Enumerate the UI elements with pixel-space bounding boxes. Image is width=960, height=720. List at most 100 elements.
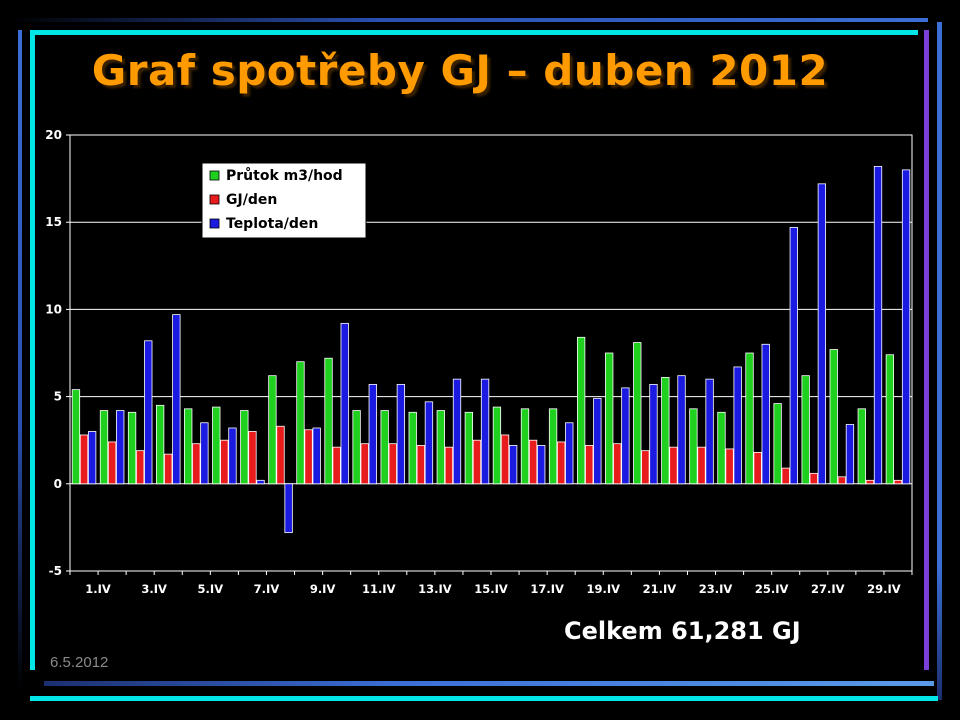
bar (761, 343, 770, 485)
frame-top-cyan (30, 30, 918, 35)
bar (172, 314, 181, 485)
bar (107, 441, 117, 485)
bar (789, 227, 798, 485)
bar (857, 408, 866, 485)
x-tick-label: 17.IV (530, 582, 564, 596)
legend-label: Teplota/den (226, 216, 318, 232)
x-tick-label: 21.IV (643, 582, 677, 596)
bar (472, 439, 482, 485)
bar (312, 427, 321, 485)
bar (144, 340, 153, 485)
x-tick-label: 9.IV (310, 582, 336, 596)
x-tick-label: 27.IV (811, 582, 845, 596)
bar (621, 387, 630, 485)
bar (829, 349, 838, 485)
bar (689, 408, 698, 485)
bar (576, 336, 586, 485)
bar (296, 361, 305, 485)
bar (212, 406, 221, 485)
x-tick-label: 29.IV (867, 582, 901, 596)
frame-left-cyan (30, 30, 35, 670)
bar (500, 434, 510, 485)
frame-left-blue (18, 30, 22, 690)
y-tick-label: 15 (45, 215, 62, 229)
x-tick-label: 7.IV (254, 582, 280, 596)
bar (155, 404, 165, 485)
bar (360, 443, 369, 485)
bar (649, 383, 658, 485)
bar (268, 375, 277, 485)
bar (444, 446, 454, 485)
bar (332, 446, 341, 485)
bar (613, 443, 622, 485)
bar (837, 476, 846, 485)
bar (557, 441, 566, 485)
total-consumption: Celkem 61,281 GJ (564, 617, 801, 645)
bar (99, 410, 109, 485)
bar (480, 378, 490, 485)
bar (79, 434, 89, 485)
slide-date: 6.5.2012 (50, 654, 109, 671)
slide-title: Graf spotřeby GJ – duben 2012 (91, 46, 829, 95)
legend-label: GJ/den (226, 192, 277, 208)
bar (388, 443, 397, 485)
bar (127, 411, 137, 485)
bar (200, 422, 209, 485)
y-tick-label: -5 (49, 564, 62, 578)
bar (677, 375, 686, 485)
y-tick-label: 10 (45, 302, 62, 316)
bar (240, 410, 249, 485)
x-tick-label: 25.IV (755, 582, 789, 596)
bar (248, 431, 257, 485)
bar (733, 366, 742, 485)
x-tick-label: 13.IV (418, 582, 452, 596)
bar (705, 378, 714, 485)
bar (304, 429, 313, 485)
frame-right-blue (937, 22, 942, 700)
bar (641, 450, 650, 485)
bar (116, 410, 125, 485)
bar (801, 375, 810, 485)
bar (845, 424, 855, 485)
bar (256, 479, 265, 485)
bar (164, 453, 173, 485)
bar (893, 479, 903, 485)
bar (324, 357, 333, 485)
bar (228, 427, 237, 485)
bar (809, 472, 818, 485)
bar (464, 411, 474, 485)
y-tick-label: 20 (45, 128, 62, 142)
bar (885, 354, 895, 485)
bar (71, 389, 81, 485)
bar (669, 446, 678, 485)
bar (192, 443, 201, 485)
bar (340, 322, 349, 485)
bar (717, 411, 726, 485)
bar (781, 467, 790, 485)
bar (408, 411, 417, 485)
bar (87, 431, 97, 485)
x-tick-label: 11.IV (362, 582, 396, 596)
bar (605, 352, 614, 485)
bar (548, 408, 558, 485)
bar (901, 169, 911, 485)
bar (753, 452, 762, 485)
bar (492, 406, 502, 485)
legend (201, 162, 367, 239)
bar (745, 352, 754, 485)
bar (380, 410, 389, 485)
bar (633, 342, 642, 485)
bar (565, 422, 574, 485)
bar (508, 445, 518, 485)
legend-label: Průtok m3/hod (226, 167, 343, 184)
bar (697, 446, 706, 485)
bar (220, 439, 229, 485)
bar (396, 383, 406, 485)
bar (136, 450, 145, 485)
legend-swatch (209, 194, 220, 205)
bar (865, 479, 875, 485)
bar (368, 383, 377, 485)
bar (593, 397, 602, 485)
y-tick-label: 0 (54, 477, 62, 491)
